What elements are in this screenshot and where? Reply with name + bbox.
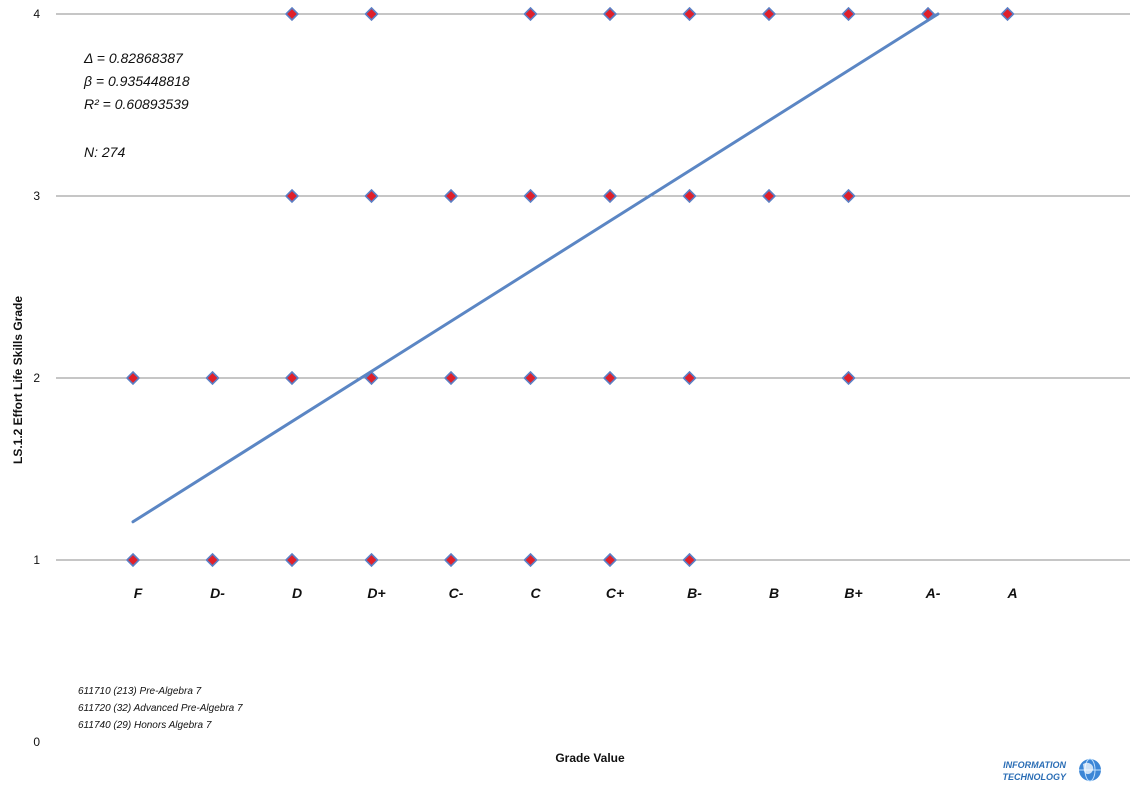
data-point xyxy=(523,552,538,568)
course-legend: 611710 (213) Pre-Algebra 7 611720 (32) A… xyxy=(78,686,243,731)
data-point xyxy=(523,188,538,204)
x-category-label: F xyxy=(134,585,143,601)
data-point xyxy=(682,6,697,22)
data-point xyxy=(523,370,538,386)
data-point xyxy=(284,370,300,386)
data-point xyxy=(761,188,777,204)
y-tick-label: 3 xyxy=(33,189,40,203)
y-axis-title: LS.1.2 Effort Life Skills Grade xyxy=(11,296,25,464)
data-point xyxy=(602,188,618,204)
r-squared-stat: R² = 0.60893539 xyxy=(84,96,189,112)
data-point xyxy=(841,370,856,386)
data-point xyxy=(205,370,220,386)
statistics-annotation: Δ = 0.82868387 β = 0.935448818 R² = 0.60… xyxy=(83,50,190,160)
data-point xyxy=(443,370,459,386)
information-technology-logo: INFORMATION TECHNOLOGY xyxy=(1002,758,1101,782)
x-category-label: C- xyxy=(449,585,464,601)
x-category-label: D+ xyxy=(367,585,385,601)
data-point xyxy=(364,552,379,568)
data-point xyxy=(682,552,697,568)
logo-line-1: INFORMATION xyxy=(1003,760,1066,770)
y-tick-labels: 0 1 2 3 4 xyxy=(33,7,40,749)
data-point xyxy=(841,6,856,22)
data-point xyxy=(443,552,459,568)
course-item: 611710 (213) Pre-Algebra 7 xyxy=(78,686,202,697)
x-category-label: C xyxy=(530,585,541,601)
data-point xyxy=(364,370,379,386)
y-tick-label: 2 xyxy=(33,371,40,385)
data-point xyxy=(761,6,777,22)
x-category-label: C+ xyxy=(606,585,624,601)
data-point xyxy=(602,552,618,568)
data-point xyxy=(125,552,141,568)
x-category-label: A- xyxy=(925,585,941,601)
x-category-label: B xyxy=(769,585,779,601)
x-category-label: B+ xyxy=(844,585,862,601)
beta-stat: β = 0.935448818 xyxy=(83,73,190,89)
data-point xyxy=(364,188,379,204)
logo-line-2: TECHNOLOGY xyxy=(1002,772,1066,782)
data-point xyxy=(284,6,300,22)
data-point xyxy=(682,370,697,386)
course-item: 611740 (29) Honors Algebra 7 xyxy=(78,720,212,731)
x-axis-title: Grade Value xyxy=(555,751,625,765)
x-category-label: B- xyxy=(687,585,702,601)
data-point xyxy=(125,370,141,386)
data-point xyxy=(443,188,459,204)
data-point xyxy=(284,188,300,204)
globe-icon xyxy=(1079,758,1101,782)
y-tick-label: 1 xyxy=(33,553,40,567)
data-point xyxy=(602,370,618,386)
data-points xyxy=(125,6,1015,568)
trendline-layer xyxy=(131,12,940,524)
data-point xyxy=(205,552,220,568)
x-category-label: A xyxy=(1006,585,1017,601)
gridlines xyxy=(56,13,1130,561)
y-tick-label: 4 xyxy=(33,7,40,21)
x-category-labels: F D- D D+ C- C C+ B- B B+ A- A xyxy=(134,585,1018,601)
data-point xyxy=(682,188,697,204)
x-category-label: D xyxy=(292,585,302,601)
data-point xyxy=(364,6,379,22)
data-point xyxy=(523,6,538,22)
data-point xyxy=(284,552,300,568)
course-item: 611720 (32) Advanced Pre-Algebra 7 xyxy=(78,703,243,714)
data-point xyxy=(841,188,856,204)
data-point xyxy=(920,6,936,22)
data-point xyxy=(602,6,618,22)
data-point xyxy=(1000,6,1015,22)
delta-stat: Δ = 0.82868387 xyxy=(83,50,184,66)
x-category-label: D- xyxy=(210,585,225,601)
y-tick-label: 0 xyxy=(33,735,40,749)
n-count-stat: N: 274 xyxy=(84,144,125,160)
trendline xyxy=(131,12,940,524)
